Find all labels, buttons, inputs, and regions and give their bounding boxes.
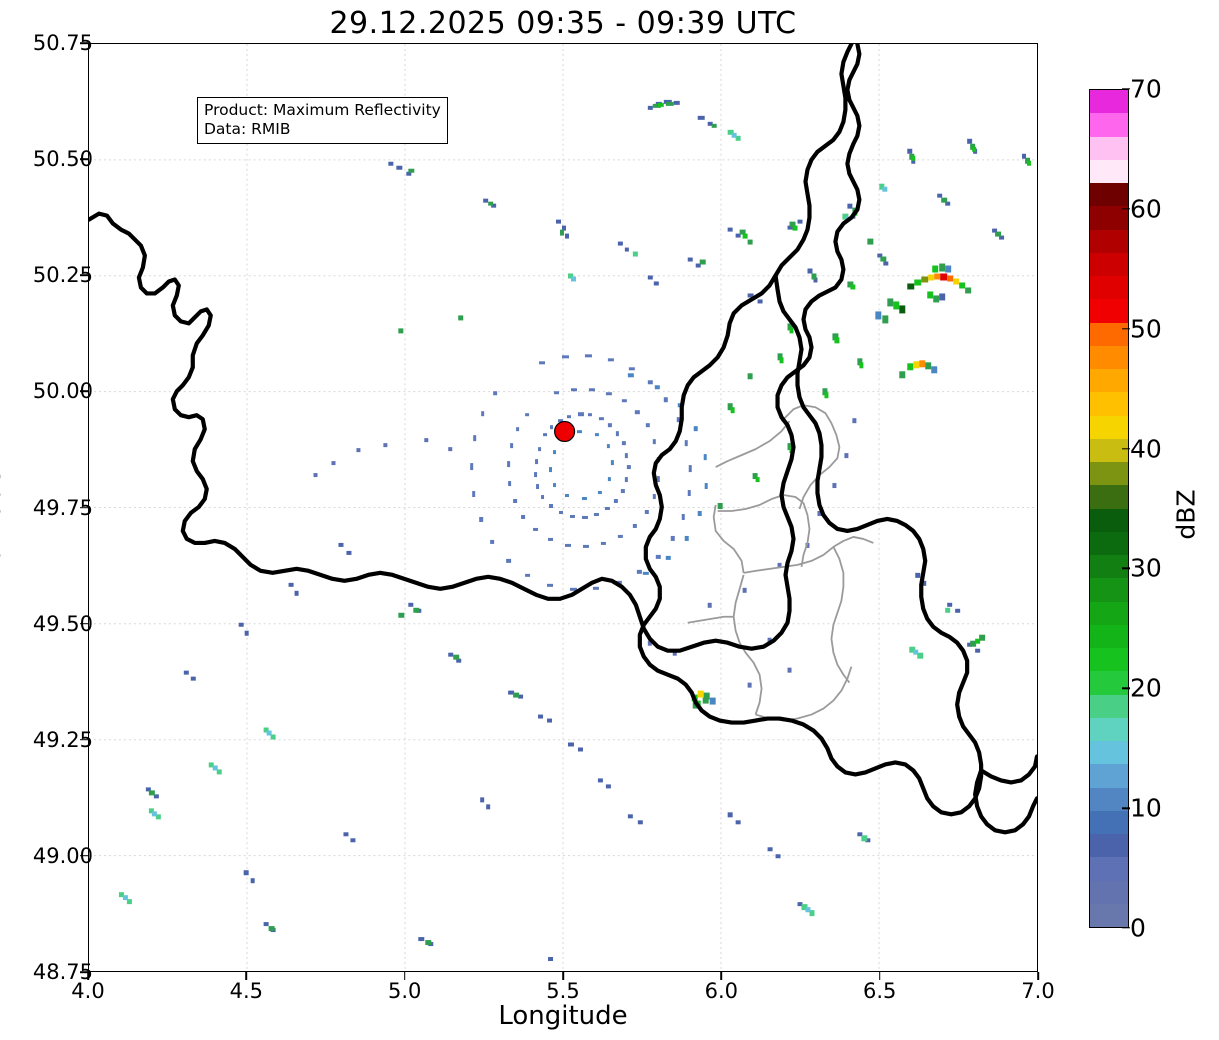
colorbar-tick-label: 10 <box>1130 793 1162 823</box>
x-tick-label: 4.5 <box>229 979 264 1003</box>
colorbar-band <box>1090 647 1128 672</box>
colorbar-tick-mark <box>1122 687 1130 689</box>
radar-site-marker[interactable] <box>554 420 576 443</box>
colorbar-tick-label: 50 <box>1130 314 1162 344</box>
colorbar-band <box>1090 902 1128 927</box>
colorbar-band <box>1090 437 1128 462</box>
colorbar-band <box>1090 251 1128 276</box>
colorbar-band <box>1090 554 1128 579</box>
y-tick-mark <box>80 42 88 44</box>
colorbar-band <box>1090 90 1128 114</box>
colorbar-band <box>1090 879 1128 904</box>
colorbar-band <box>1090 507 1128 532</box>
colorbar-tick-label: 70 <box>1130 74 1162 104</box>
y-tick-mark <box>80 971 88 973</box>
colorbar-band <box>1090 461 1128 486</box>
colorbar-band <box>1090 182 1128 207</box>
colorbar-tick-label: 0 <box>1130 913 1146 943</box>
colorbar-tick-label: 40 <box>1130 434 1162 464</box>
colorbar-band <box>1090 763 1128 788</box>
x-tick-label: 5.0 <box>387 979 422 1003</box>
x-tick-mark <box>1037 972 1039 980</box>
colorbar-tick-mark <box>1122 88 1130 90</box>
y-tick-mark <box>80 622 88 625</box>
x-tick-mark <box>878 972 881 980</box>
info-data-line: Data: RMIB <box>204 119 291 138</box>
colorbar-band <box>1090 205 1128 230</box>
colorbar-band <box>1090 391 1128 416</box>
colorbar-tick-mark <box>1122 567 1130 570</box>
colorbar-band <box>1090 484 1128 509</box>
colorbar-tick-mark <box>1122 208 1130 210</box>
grid-lines <box>89 44 1037 971</box>
colorbar-band <box>1090 275 1128 300</box>
y-tick-mark <box>80 855 88 857</box>
info-legend-box: Product: Maximum Reflectivity Data: RMIB <box>197 97 448 144</box>
colorbar-band <box>1090 809 1128 834</box>
colorbar-tick-label: 30 <box>1130 553 1162 583</box>
colorbar-band <box>1090 344 1128 370</box>
colorbar-band <box>1090 670 1128 695</box>
colorbar-band <box>1090 600 1128 625</box>
x-tick-label: 6.5 <box>862 979 897 1003</box>
x-tick-label: 5.5 <box>546 979 580 1003</box>
x-tick-label: 7.0 <box>1021 979 1055 1003</box>
y-tick-mark <box>80 158 88 160</box>
colorbar-band <box>1090 321 1128 346</box>
x-tick-mark <box>403 972 406 980</box>
x-tick-mark <box>720 972 723 980</box>
radar-map-canvas[interactable] <box>89 44 1037 971</box>
colorbar-tick-mark <box>1122 328 1130 330</box>
map-axes[interactable]: Product: Maximum Reflectivity Data: RMIB <box>88 43 1038 972</box>
colorbar-band <box>1090 716 1128 741</box>
colorbar-tick-mark <box>1122 927 1130 929</box>
colorbar-band <box>1090 158 1128 183</box>
colorbar <box>1089 89 1129 928</box>
colorbar-band <box>1090 833 1128 858</box>
colorbar-tick-label: 60 <box>1130 194 1162 224</box>
colorbar-tick-mark <box>1122 807 1130 809</box>
y-tick-mark <box>80 274 88 277</box>
x-tick-mark <box>562 972 564 980</box>
colorbar-band <box>1090 623 1128 649</box>
colorbar-band <box>1090 228 1128 253</box>
colorbar-band <box>1090 368 1128 393</box>
country-borders <box>89 44 1037 835</box>
y-tick-mark <box>80 738 88 741</box>
colorbar-band <box>1090 112 1128 137</box>
radar-echo-layer <box>118 99 1032 962</box>
colorbar-band <box>1090 856 1128 881</box>
x-tick-mark <box>245 972 248 980</box>
colorbar-band <box>1090 786 1128 811</box>
colorbar-band <box>1090 740 1128 765</box>
x-tick-label: 4.0 <box>71 979 105 1003</box>
x-tick-mark <box>87 972 89 980</box>
y-axis-label: Latitude <box>0 469 7 577</box>
page-title: 29.12.2025 09:35 - 09:39 UTC <box>329 6 797 41</box>
colorbar-tick-mark <box>1122 447 1130 450</box>
colorbar-label: dBZ <box>1171 489 1201 540</box>
colorbar-band <box>1090 298 1128 323</box>
colorbar-band <box>1090 530 1128 555</box>
x-tick-label: 6.0 <box>704 979 739 1003</box>
colorbar-band <box>1090 693 1128 718</box>
y-tick-mark <box>80 506 88 509</box>
colorbar-band <box>1090 577 1128 602</box>
colorbar-tick-label: 20 <box>1130 673 1162 703</box>
colorbar-band <box>1090 135 1128 160</box>
colorbar-band <box>1090 414 1128 439</box>
y-tick-mark <box>80 390 88 393</box>
info-product-line: Product: Maximum Reflectivity <box>204 101 441 119</box>
x-axis-label: Longitude <box>498 1001 628 1031</box>
